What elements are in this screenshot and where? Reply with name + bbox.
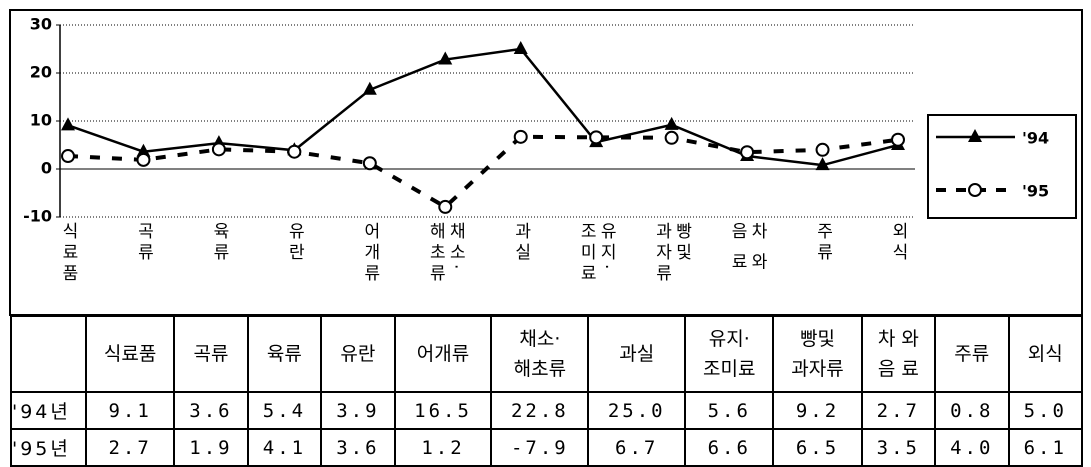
value-cell: 4.1 (246, 428, 323, 467)
value-cell: 9.2 (772, 391, 863, 430)
legend-box (927, 114, 1077, 219)
header-cell: 유란 (320, 315, 396, 393)
legend-label: '95 (1022, 182, 1049, 201)
value-cell: 16.5 (393, 391, 493, 430)
marker (589, 130, 604, 145)
value-cell: 22.8 (490, 391, 590, 430)
header-cell: 곡류 (173, 315, 249, 393)
marker (438, 51, 453, 65)
value-cell: 1.2 (393, 428, 493, 467)
marker (664, 130, 679, 145)
value-cell: 6.7 (587, 428, 687, 467)
marker (136, 152, 151, 167)
marker (136, 143, 151, 157)
header-cell: 채소· 해초류 (490, 315, 590, 393)
x-tick-label: 어개류 (359, 222, 380, 285)
legend-label: '94 (1022, 129, 1049, 148)
marker (740, 145, 755, 160)
x-tick-label: 과실 (510, 222, 531, 264)
marker (513, 41, 528, 54)
y-tick-label: 20 (30, 63, 52, 82)
x-tick-label: 육류 (208, 222, 229, 264)
x-tick-label: 채소· 해초류 (425, 222, 466, 285)
marker (664, 116, 679, 130)
value-cell: 4.0 (934, 428, 1010, 467)
value-cell: 3.9 (320, 391, 396, 430)
header-cell: 식료품 (84, 315, 176, 393)
data-row: '95년 2.7 1.9 4.1 3.6 1.2 -7.9 6.7 6.6 6.5 3.5 4.0 6.… (10, 428, 1083, 467)
x-tick-label: 곡류 (133, 222, 154, 264)
header-cell: 유지· 조미료 (684, 315, 775, 393)
legend-marker (968, 183, 982, 197)
x-tick-label: 유지· 조미료 (576, 222, 617, 285)
marker (211, 142, 226, 157)
marker (61, 117, 75, 131)
data-row: '94년 9.1 3.6 5.4 3.9 16.5 22.8 25.0 5.6 9.2 2.7 0.8… (10, 391, 1083, 430)
value-cell: 3.6 (173, 391, 249, 430)
header-cell: 외식 (1007, 315, 1083, 393)
marker (815, 142, 830, 157)
corner-cell (10, 315, 87, 393)
header-cell: 과실 (587, 315, 687, 393)
value-cell: 0.8 (934, 391, 1010, 430)
value-cell: 5.0 (1007, 391, 1083, 430)
marker (438, 199, 453, 214)
header-cell: 어개류 (393, 315, 493, 393)
value-cell: 5.6 (684, 391, 775, 430)
x-tick-label: 빵및 과자류 (651, 222, 692, 285)
value-cell: 25.0 (587, 391, 687, 430)
value-cell: 6.5 (772, 428, 863, 467)
marker (891, 132, 905, 147)
legend-marker (968, 129, 982, 142)
value-cell: 2.7 (84, 428, 176, 467)
value-cell: 3.5 (860, 428, 937, 467)
marker (362, 156, 377, 171)
line (67, 47, 899, 167)
header-row: 식료품 곡류 육류 유란 어개류 채소· 해초류 과실 유지· 조미료 빵및 과자류 차 와 음 … (10, 315, 1083, 393)
value-cell: 1.9 (173, 428, 249, 467)
value-cell: 6.6 (684, 428, 775, 467)
value-cell: 3.6 (320, 428, 396, 467)
marker (362, 81, 377, 95)
y-tick-label: 10 (30, 111, 52, 130)
x-tick-label: 주류 (812, 222, 833, 264)
header-cell: 빵및 과자류 (772, 315, 863, 393)
header-cell: 주류 (934, 315, 1010, 393)
y-tick-label: 0 (41, 159, 52, 178)
value-cell: 5.4 (246, 391, 323, 430)
marker (287, 144, 302, 159)
row-label: '94년 (10, 391, 87, 430)
x-tick-label: 차 와 음 료 (727, 222, 768, 274)
y-tick-label: -10 (23, 207, 52, 226)
y-tick-label: 30 (30, 15, 52, 34)
row-label: '95년 (10, 428, 87, 467)
marker (513, 129, 528, 144)
x-tick-label: 식료품 (58, 222, 78, 285)
marker (815, 157, 830, 171)
x-tick-label: 외식 (888, 222, 908, 264)
data-table: 식료품 곡류 육류 유란 어개류 채소· 해초류 과실 유지· 조미료 빵및 과자류 차 와 음 … (10, 315, 1083, 467)
line (67, 134, 899, 210)
value-cell: 6.1 (1007, 428, 1083, 467)
marker (61, 149, 75, 164)
value-cell: 9.1 (84, 391, 176, 430)
frame (9, 9, 1083, 316)
header-cell: 육류 (246, 315, 323, 393)
header-cell: 차 와 음 료 (860, 315, 937, 393)
value-cell: -7.9 (490, 428, 590, 467)
value-cell: 2.7 (860, 391, 937, 430)
x-tick-label: 유란 (284, 222, 305, 264)
